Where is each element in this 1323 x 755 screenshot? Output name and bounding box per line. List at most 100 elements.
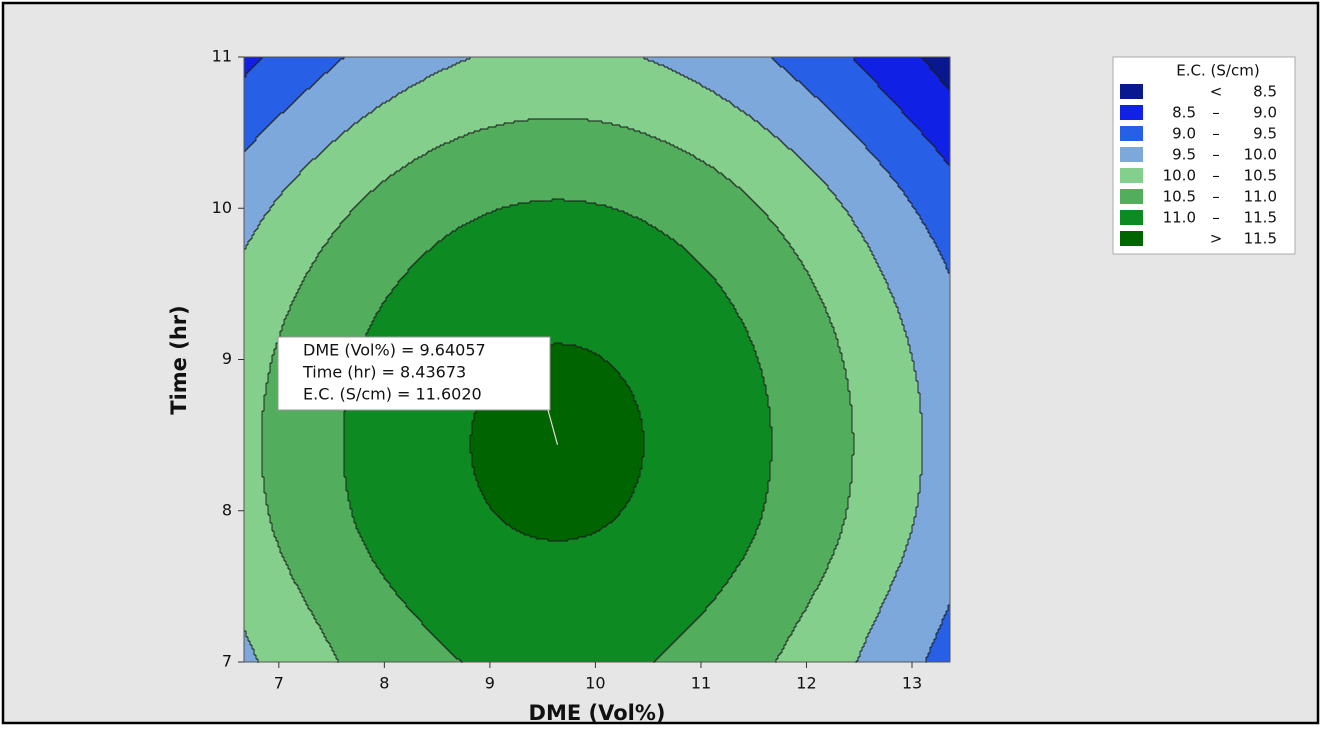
- contour-band: [798, 257, 874, 260]
- contour-band: [282, 329, 368, 332]
- contour-band: [688, 627, 794, 630]
- contour-band: [244, 433, 262, 436]
- contour-band: [736, 311, 826, 314]
- contour-band: [244, 317, 286, 320]
- contour-band: [894, 297, 950, 300]
- contour-band: [344, 465, 472, 468]
- contour-band: [396, 171, 718, 174]
- contour-band: [758, 205, 842, 208]
- contour-band: [846, 369, 914, 372]
- contour-band: [272, 523, 356, 526]
- contour-band: [244, 553, 282, 556]
- contour-band: [262, 439, 344, 442]
- contour-band: [478, 403, 636, 406]
- contour-band: [876, 259, 944, 262]
- contour-band: [766, 387, 848, 390]
- contour-band: [852, 427, 922, 430]
- contour-band: [244, 599, 304, 602]
- contour-band: [316, 157, 418, 160]
- contour-band: [244, 531, 274, 534]
- contour-band: [674, 145, 786, 148]
- contour-band: [946, 267, 950, 270]
- contour-band: [698, 617, 800, 620]
- contour-band: [634, 395, 768, 398]
- contour-band: [254, 231, 334, 234]
- contour-band: [812, 169, 886, 172]
- contour-band: [244, 551, 280, 554]
- contour-band: [414, 613, 702, 616]
- contour-band: [362, 199, 552, 202]
- contour-band: [520, 531, 596, 534]
- contour-band: [904, 193, 950, 196]
- contour-band: [402, 277, 714, 280]
- contour-band: [306, 275, 404, 278]
- contour-band: [876, 261, 944, 264]
- contour-band: [676, 71, 788, 74]
- contour-band: [880, 609, 948, 612]
- contour-band: [302, 281, 398, 284]
- contour-band: [402, 599, 714, 602]
- contour-band: [922, 467, 950, 470]
- contour-band: [918, 495, 950, 498]
- contour-band: [930, 647, 950, 650]
- contour-band: [344, 449, 470, 452]
- contour-band: [406, 89, 710, 92]
- contour-band: [244, 437, 262, 440]
- contour-band: [376, 107, 738, 110]
- contour-band: [846, 371, 916, 374]
- contour-band: [274, 535, 360, 538]
- contour-band: [276, 117, 362, 120]
- contour-band: [244, 347, 276, 350]
- contour-band: [852, 465, 922, 468]
- contour-band: [298, 289, 392, 292]
- contour-band: [842, 529, 912, 532]
- contour-band: [534, 347, 582, 350]
- y-tick-label: 11: [212, 47, 232, 66]
- contour-band: [244, 543, 278, 546]
- contour-band: [334, 65, 452, 68]
- contour-band: [884, 599, 950, 602]
- contour-band: [344, 453, 472, 456]
- contour-band: [384, 577, 730, 580]
- contour-band: [244, 99, 296, 102]
- contour-band: [804, 267, 880, 270]
- contour-band: [764, 381, 848, 384]
- contour-band: [936, 633, 950, 636]
- contour-band: [922, 451, 950, 454]
- contour-band: [244, 557, 284, 560]
- contour-band: [788, 241, 866, 244]
- contour-band: [278, 545, 366, 548]
- contour-band: [398, 283, 718, 286]
- contour-band: [388, 295, 726, 298]
- contour-band: [244, 301, 292, 304]
- contour-band: [848, 497, 918, 500]
- contour-band: [744, 111, 832, 114]
- contour-band: [854, 447, 922, 450]
- contour-band: [244, 465, 262, 468]
- contour-band: [486, 213, 628, 216]
- contour-band: [314, 617, 418, 620]
- contour-band: [292, 103, 382, 106]
- legend-symbol: –: [1212, 146, 1220, 164]
- contour-band: [244, 399, 264, 402]
- contour-band: [496, 209, 618, 212]
- contour-band: [244, 633, 246, 636]
- contour-band: [424, 253, 690, 256]
- contour-band: [244, 613, 312, 616]
- contour-band: [416, 615, 700, 618]
- contour-band: [896, 103, 950, 106]
- contour-band: [274, 203, 358, 206]
- contour-band: [820, 583, 892, 586]
- contour-band: [364, 339, 750, 342]
- legend-symbol: –: [1212, 167, 1220, 185]
- contour-band: [726, 177, 820, 180]
- contour-band: [244, 349, 274, 352]
- contour-band: [928, 139, 950, 142]
- contour-band: [874, 79, 940, 82]
- y-tick-label: 8: [222, 500, 232, 519]
- contour-band: [766, 497, 848, 500]
- contour-band: [888, 95, 950, 98]
- contour-band: [770, 411, 852, 414]
- contour-band: [908, 543, 950, 546]
- contour-band: [254, 653, 334, 656]
